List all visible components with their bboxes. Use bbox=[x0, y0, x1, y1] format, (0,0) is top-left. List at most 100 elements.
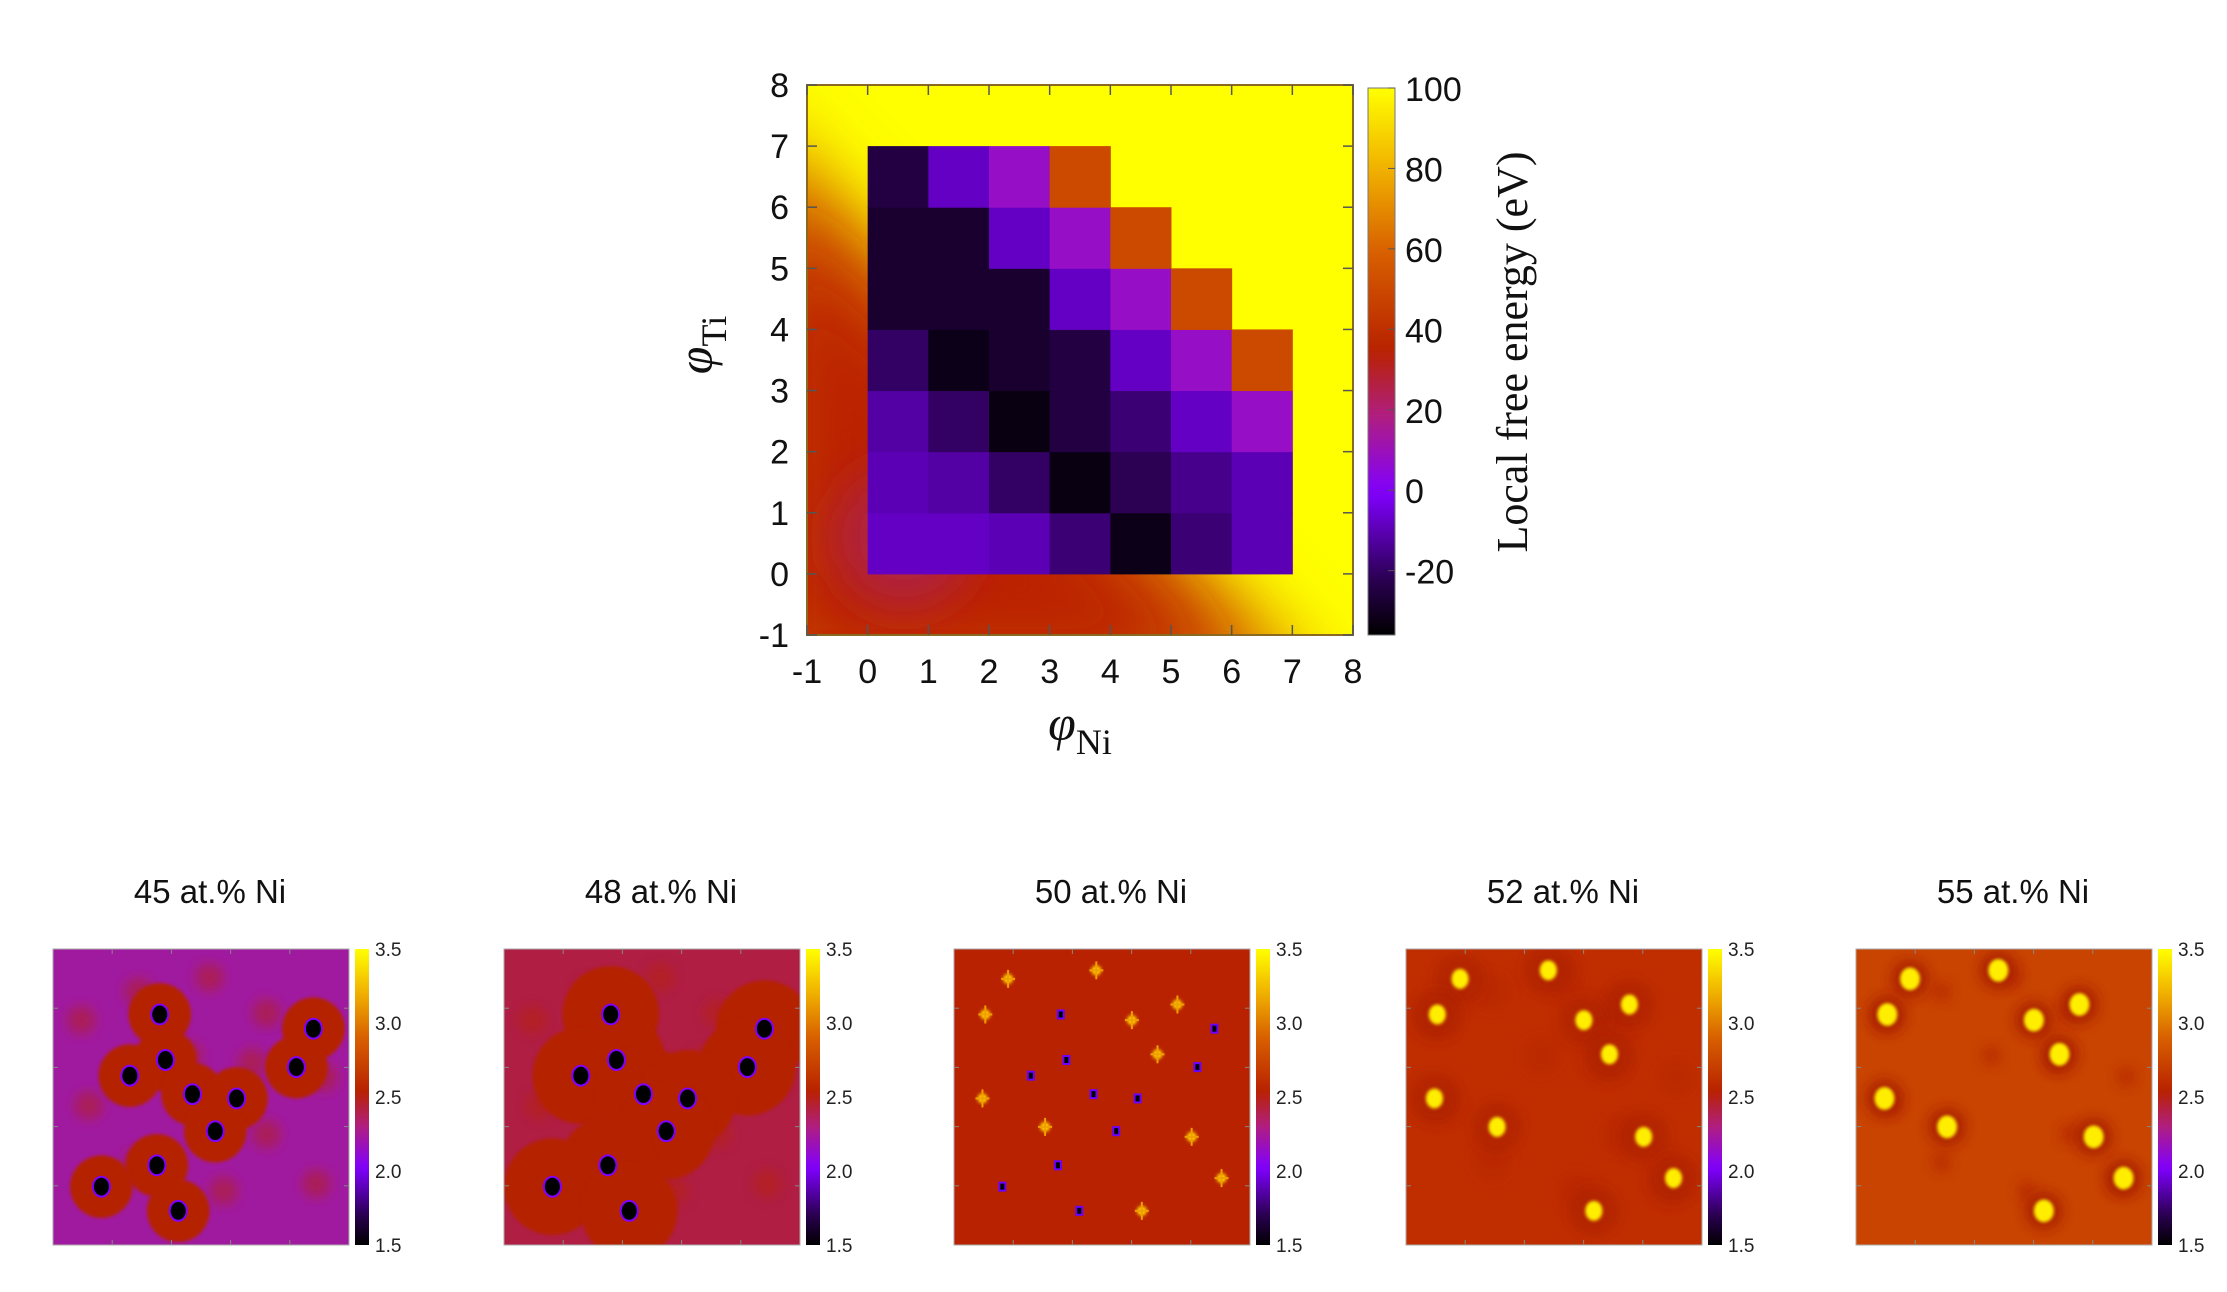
free-energy-heatmap: -1 0 1 2 3 4 5 6 7 8-1012345678φNiφTi-20020406080… bbox=[667, 67, 1537, 762]
particle bbox=[1112, 1126, 1121, 1137]
particle bbox=[1425, 1088, 1443, 1109]
particle bbox=[1900, 967, 1921, 991]
colorbar-tick-label: 80 bbox=[1405, 151, 1443, 189]
panel-colorbar-tick-label: 2.0 bbox=[2178, 1162, 2204, 1183]
heatmap-cell bbox=[928, 451, 990, 514]
faint-spot bbox=[2116, 1067, 2137, 1088]
panel-background bbox=[954, 949, 1250, 1245]
particle bbox=[147, 1154, 167, 1177]
panel-colorbar bbox=[1256, 949, 1270, 1245]
panel-colorbar-tick-label: 3.5 bbox=[2178, 940, 2204, 961]
panel-title: 55 at.% Ni bbox=[1937, 873, 2089, 910]
particle bbox=[2083, 1125, 2104, 1149]
panel-frame bbox=[52, 948, 350, 1246]
panel-colorbar-tick-label: 2.0 bbox=[826, 1162, 852, 1183]
heatmap-cell bbox=[867, 146, 929, 208]
x-axis-label: φNi bbox=[1048, 695, 1112, 762]
panel-colorbar-tick-label: 2.0 bbox=[1276, 1162, 1302, 1183]
particle bbox=[1665, 1168, 1683, 1189]
heatmap-cell bbox=[1049, 451, 1111, 514]
panel-colorbar bbox=[355, 949, 369, 1245]
particle bbox=[619, 1199, 639, 1222]
particle bbox=[633, 1083, 654, 1106]
particle bbox=[1575, 1010, 1593, 1031]
heatmap-cell bbox=[989, 512, 1051, 575]
microstructure-panels: 45 at.% Ni 1.5 2.0 2.5 3.0 3.5 48 at.% Ni 1.5 2.… bbox=[52, 873, 2204, 1257]
panel-frame bbox=[1405, 948, 1703, 1246]
heatmap-cell bbox=[989, 207, 1051, 269]
heatmap-cell bbox=[1049, 268, 1111, 330]
particle bbox=[1428, 1004, 1446, 1025]
x-tick-label: -1 bbox=[792, 653, 822, 691]
heatmap-cell bbox=[1231, 329, 1293, 392]
panel-colorbar-tick-label: 1.5 bbox=[375, 1236, 401, 1257]
y-tick-label: 1 bbox=[770, 495, 789, 533]
heatmap-cell bbox=[867, 207, 929, 269]
faint-spot bbox=[1471, 1142, 1512, 1183]
panel-colorbar-tick-label: 1.5 bbox=[1728, 1236, 1754, 1257]
particle bbox=[542, 1175, 562, 1198]
panel-colorbar bbox=[1708, 949, 1722, 1245]
particle bbox=[571, 1064, 591, 1087]
heatmap-cell bbox=[928, 329, 990, 392]
particle bbox=[1874, 1087, 1895, 1110]
particle bbox=[2033, 1199, 2054, 1223]
heatmap-cell bbox=[1110, 268, 1172, 330]
colorbar-tick-label: 20 bbox=[1405, 393, 1443, 431]
colorbar-tick-label: 60 bbox=[1405, 232, 1443, 270]
panel-colorbar-tick-label: 3.5 bbox=[375, 940, 401, 961]
panel-colorbar-tick-label: 2.0 bbox=[1728, 1162, 1754, 1183]
panel-colorbar-tick-label: 2.5 bbox=[2178, 1088, 2204, 1109]
y-axis-subscript: Ti bbox=[694, 316, 734, 347]
faint-spot bbox=[74, 1091, 103, 1120]
colorbar-label: Local free energy (eV) bbox=[1488, 151, 1537, 552]
panel-image bbox=[504, 949, 800, 1245]
panel-colorbar-tick-label: 3.0 bbox=[1728, 1014, 1754, 1035]
heatmap-cell bbox=[928, 207, 990, 269]
faint-spot bbox=[1656, 1057, 1697, 1097]
panel-colorbar-tick-label: 1.5 bbox=[1276, 1236, 1302, 1257]
particle bbox=[1089, 1089, 1098, 1100]
heatmap-cell bbox=[1049, 146, 1111, 208]
particle bbox=[1488, 1116, 1506, 1137]
particle bbox=[1635, 1126, 1653, 1147]
panel-colorbar-tick-label: 3.5 bbox=[1728, 940, 1754, 961]
y-tick-label: 5 bbox=[770, 250, 789, 288]
heatmap-cell bbox=[1049, 207, 1111, 269]
panel-colorbar bbox=[806, 949, 820, 1245]
panel-colorbar bbox=[2158, 949, 2172, 1245]
heatmap-cell bbox=[989, 329, 1051, 392]
panel-image bbox=[1406, 949, 1702, 1245]
particle bbox=[1056, 1009, 1065, 1020]
faint-spot bbox=[302, 1169, 331, 1199]
particle bbox=[2069, 993, 2090, 1016]
x-tick-label: 8 bbox=[1344, 653, 1363, 691]
panel-background bbox=[1856, 949, 2152, 1245]
x-tick-label: 0 bbox=[858, 653, 877, 691]
microstructure-panel: 50 at.% Ni 1.5 2.0 2.5 3.0 3.5 bbox=[953, 873, 1302, 1257]
colorbar bbox=[1367, 87, 1396, 636]
particle bbox=[286, 1056, 306, 1079]
heatmap-cell bbox=[1049, 329, 1111, 392]
panel-colorbar-tick-label: 2.5 bbox=[1728, 1088, 1754, 1109]
panel-colorbar-tick-label: 3.0 bbox=[375, 1014, 401, 1035]
particle bbox=[168, 1199, 188, 1222]
particle bbox=[1585, 1200, 1603, 1221]
faint-spot bbox=[753, 1169, 782, 1199]
heatmap-cell bbox=[1231, 451, 1293, 514]
heatmap-cell bbox=[989, 268, 1051, 330]
particle bbox=[998, 1181, 1007, 1192]
faint-spot bbox=[195, 963, 224, 992]
microstructure-panel: 45 at.% Ni 1.5 2.0 2.5 3.0 3.5 bbox=[52, 873, 401, 1257]
heatmap-cell bbox=[1231, 390, 1293, 453]
faint-spot bbox=[252, 998, 281, 1028]
x-tick-label: 1 bbox=[919, 653, 938, 691]
panel-title: 50 at.% Ni bbox=[1035, 873, 1187, 910]
heatmap-cell bbox=[1171, 512, 1233, 575]
heatmap-cell bbox=[1171, 268, 1233, 330]
heatmap-cell bbox=[989, 390, 1051, 453]
colorbar-tick-label: 40 bbox=[1405, 312, 1443, 350]
heatmap-cell bbox=[928, 146, 990, 208]
y-tick-label: 8 bbox=[770, 67, 789, 105]
heatmap-cell bbox=[1171, 390, 1233, 453]
